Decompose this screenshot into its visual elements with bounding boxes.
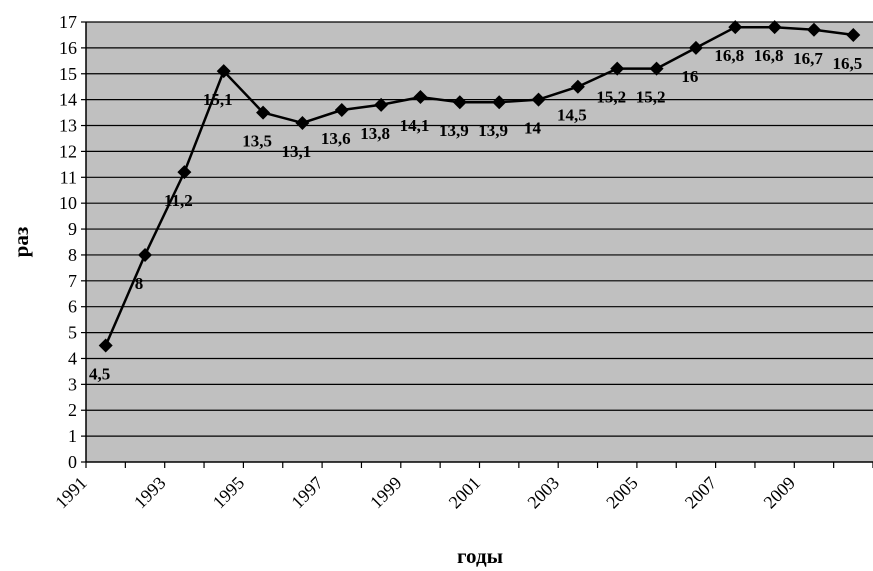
data-label: 14 (524, 119, 542, 138)
y-tick-label: 10 (59, 193, 77, 213)
y-tick-label: 3 (68, 374, 77, 394)
data-point (688, 40, 703, 55)
data-point (295, 115, 310, 130)
data-label: 11,2 (164, 191, 193, 210)
data-point (216, 64, 231, 79)
plot-area (86, 22, 873, 462)
y-tick-label: 17 (59, 12, 77, 32)
data-point (767, 20, 782, 35)
y-axis-title: раз (9, 227, 33, 258)
data-label: 13,5 (242, 132, 272, 151)
x-tick-label: 2005 (602, 473, 642, 513)
gridlines (86, 21, 873, 437)
data-labels: 4,5 8 11,2 15,1 13,5 13,1 13,6 13,8 14,1 13,9 13,9… (89, 46, 862, 383)
data-label: 13,6 (321, 129, 351, 148)
data-point (413, 90, 428, 105)
data-point (98, 338, 113, 353)
data-point (610, 61, 625, 76)
series-line-path (104, 25, 854, 346)
y-tick-label: 6 (68, 297, 77, 317)
y-tick-label: 13 (59, 116, 77, 136)
data-point (728, 20, 743, 35)
data-point (492, 95, 507, 110)
x-tick-label: 1995 (209, 473, 249, 513)
data-label: 16,5 (832, 54, 862, 73)
x-tick-label: 1997 (287, 473, 327, 513)
data-point (531, 92, 546, 107)
y-tick-label: 4 (68, 348, 77, 368)
y-tick-label: 11 (60, 167, 77, 187)
data-label: 14,5 (557, 106, 587, 125)
data-label: 15,2 (636, 88, 666, 107)
data-point (256, 105, 271, 120)
y-tick-label: 5 (68, 323, 77, 343)
x-tick-label: 1991 (51, 473, 91, 513)
y-tick-label: 2 (68, 400, 77, 420)
series-markers (98, 20, 861, 353)
data-point (334, 103, 349, 117)
data-label: 15,1 (203, 90, 233, 109)
x-tick-label: 2007 (681, 473, 721, 513)
data-label: 15,2 (596, 88, 626, 107)
x-tick-label: 1999 (366, 473, 406, 513)
data-point (649, 61, 664, 76)
x-tick-label: 2009 (760, 473, 800, 513)
x-axis-title: годы (457, 544, 503, 568)
y-tick-label: 9 (68, 219, 77, 239)
data-label: 14,1 (400, 116, 430, 135)
y-tick-label: 16 (59, 38, 77, 58)
y-tick-label: 15 (59, 64, 77, 84)
x-tick-label: 2001 (445, 473, 485, 513)
data-label: 13,9 (439, 121, 469, 140)
data-point (374, 97, 389, 112)
data-label: 13,1 (282, 142, 312, 161)
data-label: 16,8 (714, 46, 744, 65)
y-tick-label: 7 (68, 271, 77, 291)
y-tick-label: 8 (68, 245, 77, 265)
data-point (806, 22, 821, 37)
y-tick-label: 12 (59, 141, 77, 161)
data-point (570, 79, 585, 94)
data-label: 16,8 (754, 46, 784, 65)
data-point (177, 165, 192, 180)
y-tick-label: 0 (68, 452, 77, 472)
data-label: 13,9 (478, 121, 508, 140)
data-label: 4,5 (89, 365, 110, 384)
data-point (452, 95, 467, 110)
x-tick-label: 2003 (523, 473, 563, 513)
data-label: 16,7 (793, 49, 823, 68)
x-tick-label: 1993 (130, 473, 170, 513)
y-tick-label: 14 (59, 90, 77, 110)
data-label: 8 (135, 274, 144, 293)
data-point (138, 247, 153, 262)
series-line (104, 25, 854, 346)
data-point (846, 27, 861, 42)
y-tick-label: 1 (68, 426, 77, 446)
data-label: 16 (681, 67, 698, 86)
data-label: 13,8 (360, 124, 390, 143)
